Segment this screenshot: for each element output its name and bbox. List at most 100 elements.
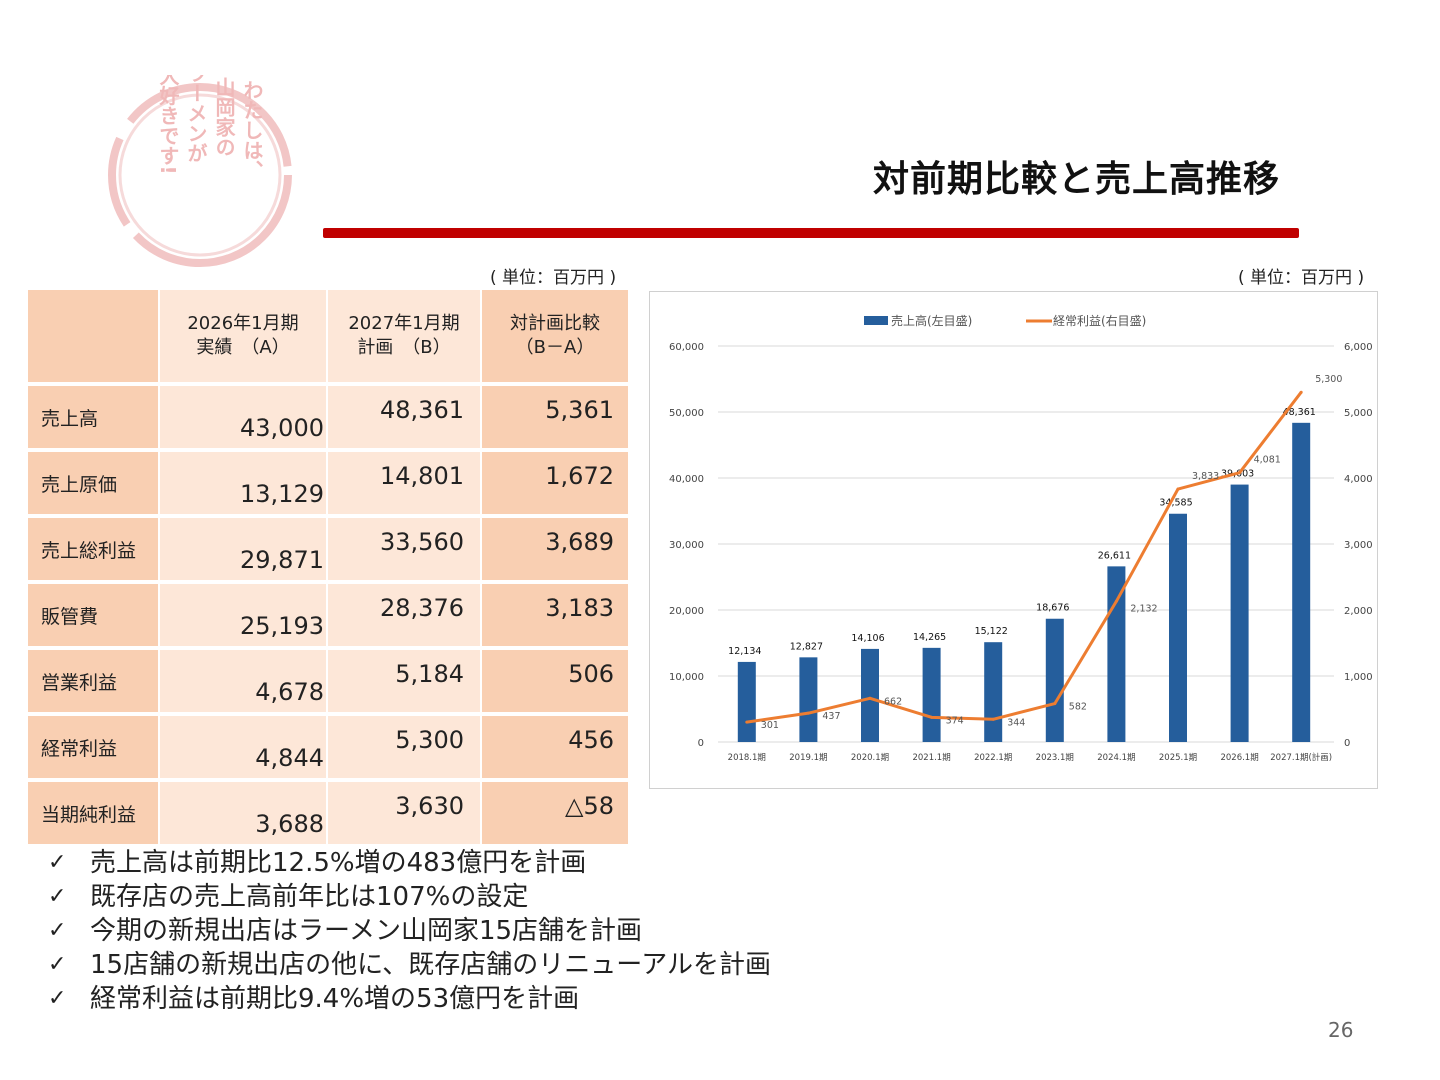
slide-title: 対前期比較と売上高推移 xyxy=(872,159,1280,200)
ordinary-profit-label: 437 xyxy=(822,711,840,722)
value-plan: 5,300 xyxy=(328,716,482,782)
header-plan-line2: 計画 （B） xyxy=(357,337,451,358)
ordinary-profit-label: 301 xyxy=(761,720,779,731)
page-number: 26 xyxy=(1328,1018,1354,1042)
header-diff: 対計画比較 （B－A） xyxy=(482,290,630,386)
header-blank xyxy=(28,290,160,386)
header-actual: 2026年1月期 実績 （A） xyxy=(160,290,328,386)
header-diff-line2: （B－A） xyxy=(515,337,595,358)
sales-bar-label: 48,361 xyxy=(1283,407,1316,418)
left-axis-tick-label: 50,000 xyxy=(669,408,704,419)
right-axis-tick-label: 4,000 xyxy=(1344,474,1373,485)
right-axis-tick-label: 0 xyxy=(1344,738,1350,749)
ordinary-profit-point xyxy=(1299,390,1303,394)
table-row: 販管費 25,193 28,376 3,183 xyxy=(28,584,630,650)
value-actual: 25,193 xyxy=(160,584,328,650)
table-row: 経常利益 4,844 5,300 456 xyxy=(28,716,630,782)
value-actual: 4,678 xyxy=(160,650,328,716)
check-icon: ✓ xyxy=(48,952,67,977)
header-plan-line1: 2027年1月期 xyxy=(348,313,460,334)
logo-text-line-1: わたしは、 xyxy=(240,80,264,180)
legend-profit-label: 経常利益(右目盛) xyxy=(1053,313,1146,328)
x-axis-category-label: 2027.1期(計画) xyxy=(1270,752,1332,763)
right-axis-tick-label: 6,000 xyxy=(1344,342,1373,353)
header-plan: 2027年1月期 計画 （B） xyxy=(328,290,482,386)
x-axis-category-label: 2026.1期 xyxy=(1220,753,1258,763)
row-label: 販管費 xyxy=(28,584,160,650)
right-axis-tick-label: 1,000 xyxy=(1344,672,1373,683)
ordinary-profit-point xyxy=(745,720,749,724)
sales-bar xyxy=(922,647,941,742)
chart-svg: 0 10,000 20,000 30,000 40,000 50,000 60,000 0 1,… xyxy=(669,313,1373,763)
bullet-text: 経常利益は前期比9.4%増の53億円を計画 xyxy=(90,984,580,1014)
ordinary-profit-point xyxy=(1114,599,1118,603)
value-plan: 3,630 xyxy=(328,782,482,848)
bullet-text: 15店舗の新規出店の他に、既存店舗のリニューアルを計画 xyxy=(90,950,772,980)
sales-bar-label: 15,122 xyxy=(975,626,1008,637)
value-diff: 456 xyxy=(482,716,630,782)
x-axis-category-label: 2021.1期 xyxy=(912,753,950,763)
ordinary-profit-label: 5,300 xyxy=(1315,374,1342,385)
right-axis-tick-label: 3,000 xyxy=(1344,540,1373,551)
value-diff: 5,361 xyxy=(482,386,630,452)
ordinary-profit-label: 582 xyxy=(1069,702,1087,713)
table-row: 売上原価 13,129 14,801 1,672 xyxy=(28,452,630,518)
value-diff: 3,183 xyxy=(482,584,630,650)
ordinary-profit-label: 4,081 xyxy=(1254,455,1281,466)
check-icon: ✓ xyxy=(48,884,67,909)
row-label: 営業利益 xyxy=(28,650,160,716)
bullet-text: 売上高は前期比12.5%増の483億円を計画 xyxy=(90,848,587,878)
table-row: 営業利益 4,678 5,184 506 xyxy=(28,650,630,716)
check-icon: ✓ xyxy=(48,918,67,943)
sales-bar-label: 14,106 xyxy=(851,633,884,644)
ordinary-profit-line xyxy=(746,391,1303,724)
summary-bullets: ✓ 売上高は前期比12.5%増の483億円を計画 ✓ 既存店の売上高前年比は107%… xyxy=(48,846,771,1016)
sales-profit-chart: 0 10,000 20,000 30,000 40,000 50,000 60,000 0 1,… xyxy=(649,291,1378,789)
ordinary-profit-point xyxy=(868,696,872,700)
left-axis-tick-label: 60,000 xyxy=(669,342,704,353)
table-row: 売上総利益 29,871 33,560 3,689 xyxy=(28,518,630,584)
left-axis-tick-label: 10,000 xyxy=(669,672,704,683)
x-axis-category-label: 2024.1期 xyxy=(1097,753,1135,763)
table-row: 当期純利益 3,688 3,630 △58 xyxy=(28,782,630,848)
value-plan: 48,361 xyxy=(328,386,482,452)
value-diff: 1,672 xyxy=(482,452,630,518)
value-actual: 4,844 xyxy=(160,716,328,782)
sales-bar-label: 34,585 xyxy=(1159,498,1192,509)
check-icon: ✓ xyxy=(48,986,67,1011)
sales-bar xyxy=(1292,422,1311,742)
x-axis-category-label: 2020.1期 xyxy=(851,753,889,763)
row-label: 経常利益 xyxy=(28,716,160,782)
table-row: 売上高 43,000 48,361 5,361 xyxy=(28,386,630,452)
value-actual: 3,688 xyxy=(160,782,328,848)
chart-unit-label: ( 単位：百万円 ) xyxy=(1238,268,1365,288)
left-axis-tick-label: 0 xyxy=(698,738,704,749)
ordinary-profit-label: 3,833 xyxy=(1192,471,1219,482)
sales-bar xyxy=(984,642,1003,742)
sales-bar xyxy=(861,648,879,742)
legend-sales-label: 売上高(左目盛) xyxy=(891,313,972,328)
bullet-item: ✓ 経常利益は前期比9.4%増の53億円を計画 xyxy=(48,982,771,1016)
bullet-text: 今期の新規出店はラーメン山岡家15店舗を計画 xyxy=(90,916,643,946)
right-axis-tick-label: 5,000 xyxy=(1344,408,1373,419)
x-axis-category-label: 2025.1期 xyxy=(1159,753,1197,763)
value-actual: 13,129 xyxy=(160,452,328,518)
ordinary-profit-label: 344 xyxy=(1007,717,1025,728)
x-axis-category-label: 2018.1期 xyxy=(728,753,766,763)
row-label: 当期純利益 xyxy=(28,782,160,848)
sales-bar xyxy=(1169,513,1187,742)
sales-bar-label: 26,611 xyxy=(1098,550,1131,561)
sales-bar xyxy=(1045,618,1064,742)
ordinary-profit-label: 374 xyxy=(946,715,964,726)
ordinary-profit-point xyxy=(930,715,934,719)
logo-text-line-2: 山岡家の xyxy=(212,77,236,157)
legend-sales-swatch xyxy=(864,316,888,325)
row-label: 売上総利益 xyxy=(28,518,160,584)
ordinary-profit-point xyxy=(1238,471,1242,475)
ordinary-profit-point xyxy=(1053,702,1057,706)
sales-bar xyxy=(1230,484,1249,742)
value-diff: 3,689 xyxy=(482,518,630,584)
x-axis-category-label: 2022.1期 xyxy=(974,753,1012,763)
bullet-item: ✓ 今期の新規出店はラーメン山岡家15店舗を計画 xyxy=(48,914,771,948)
value-diff: 506 xyxy=(482,650,630,716)
